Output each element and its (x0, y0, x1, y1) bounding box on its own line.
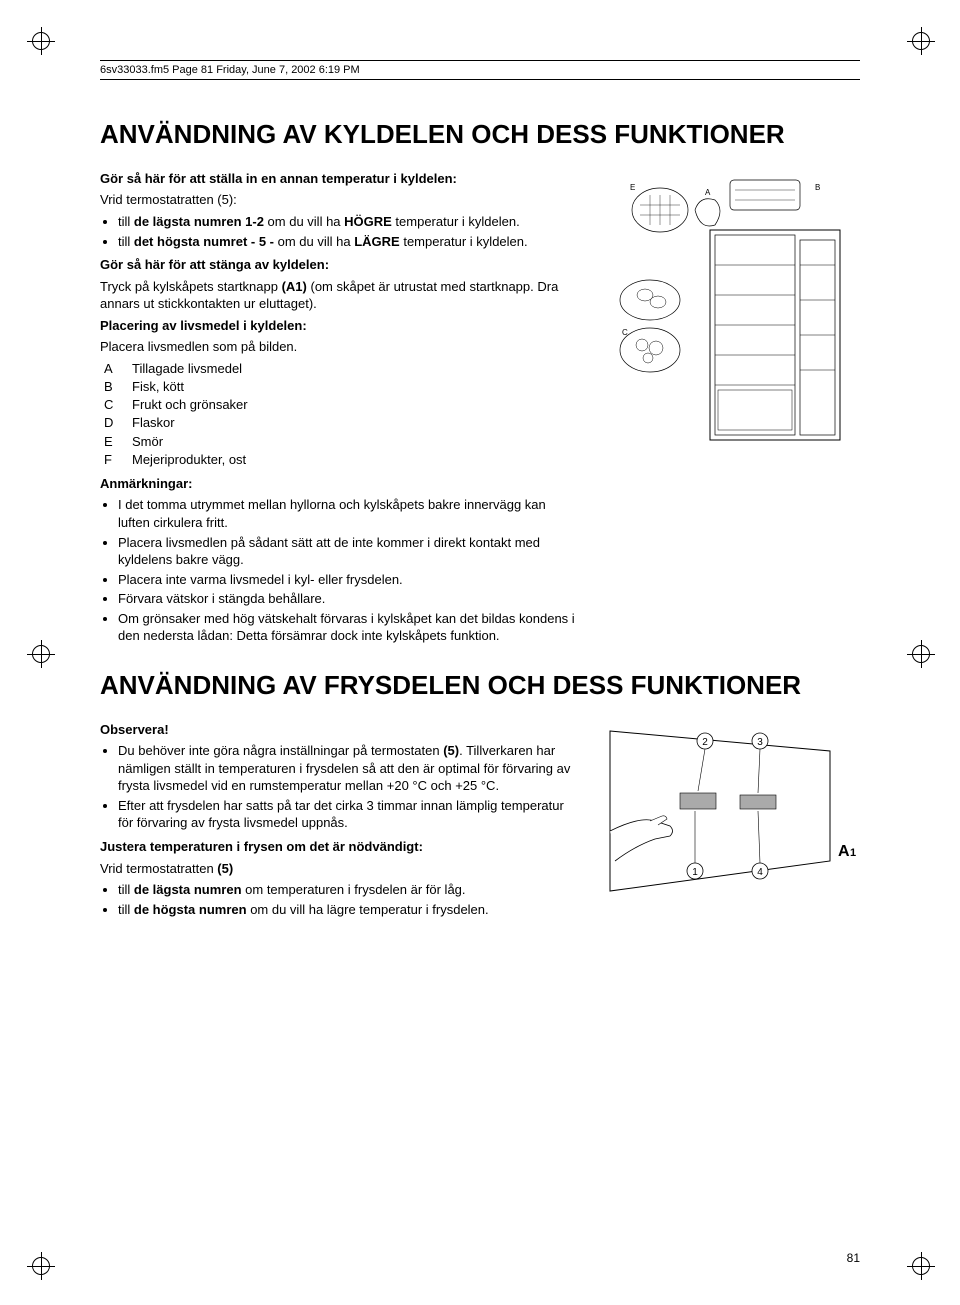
temp-bullet-2: till det högsta numret - 5 - om du vill … (118, 233, 580, 251)
notes-heading: Anmärkningar: (100, 475, 580, 493)
callout-3: 3 (757, 737, 763, 748)
adjust-a: Vrid termostatratten (100, 861, 217, 876)
page-number: 81 (847, 1251, 860, 1265)
header-line: 6sv33033.fm5 Page 81 Friday, June 7, 200… (100, 60, 860, 80)
svg-text:C: C (622, 328, 628, 337)
crop-mark (905, 1250, 935, 1280)
letter-row-d: D Flaskor (104, 414, 580, 432)
callout-1: 1 (692, 867, 698, 878)
letter-row-c: C Frukt och grönsaker (104, 396, 580, 414)
adjust-bullet-2: till de högsta numren om du vill ha lägr… (118, 901, 580, 919)
note-4: Förvara vätskor i stängda behållare. (118, 590, 580, 608)
obs1-b: (5) (443, 743, 459, 758)
svg-text:E: E (630, 183, 635, 192)
sec3-heading: Placering av livsmedel i kyldelen: (100, 317, 580, 335)
b1-prefix: till (118, 214, 134, 229)
obs-heading: Observera! (100, 721, 580, 739)
note-5: Om grönsaker med hög vätskehalt förvaras… (118, 610, 580, 645)
letter-b-text: Fisk, kött (132, 378, 184, 396)
callout-4: 4 (757, 867, 763, 878)
letter-row-e: E Smör (104, 433, 580, 451)
intro-bold: Gör så här för att ställa in en annan te… (100, 170, 580, 188)
temp-bullet-1: till de lägsta numren 1-2 om du vill ha … (118, 213, 580, 231)
sec2-heading: Gör så här för att stänga av kyldelen: (100, 256, 580, 274)
heading-fridge: ANVÄNDNING AV KYLDELEN OCH DESS FUNKTION… (100, 120, 860, 150)
sec2-line: Tryck på kylskåpets startknapp (A1) (om … (100, 278, 580, 313)
sec2-a: Tryck på kylskåpets startknapp (100, 279, 282, 294)
b1-suffix: om du vill ha (264, 214, 344, 229)
crop-mark (25, 1250, 55, 1280)
letter-c: C (104, 396, 118, 414)
callout-2: 2 (702, 737, 708, 748)
letter-row-b: B Fisk, kött (104, 378, 580, 396)
letter-a-text: Tillagade livsmedel (132, 360, 242, 378)
intro-line2: Vrid termostatratten (5): (100, 191, 580, 209)
ab1-prefix: till (118, 882, 134, 897)
note-3: Placera inte varma livsmedel i kyl- elle… (118, 571, 580, 589)
ab2-bold: de högsta numren (134, 902, 247, 917)
ab1-suffix: om temperaturen i frysdelen är för låg. (242, 882, 466, 897)
ab2-prefix: till (118, 902, 134, 917)
heading-freezer: ANVÄNDNING AV FRYSDELEN OCH DESS FUNKTIO… (100, 671, 860, 701)
letter-b: B (104, 378, 118, 396)
obs-bullet-1: Du behöver inte göra några inställningar… (118, 742, 580, 795)
letter-f: F (104, 451, 118, 469)
b1-tail: temperatur i kyldelen. (392, 214, 520, 229)
header-text: 6sv33033.fm5 Page 81 Friday, June 7, 200… (100, 64, 360, 76)
letter-row-f: F Mejeriprodukter, ost (104, 451, 580, 469)
ab2-suffix: om du vill ha lägre temperatur i frysdel… (247, 902, 489, 917)
fridge-diagram: B E C A (600, 170, 860, 460)
sec2-b: (A1) (282, 279, 307, 294)
letter-f-text: Mejeriprodukter, ost (132, 451, 246, 469)
b2-suffix: om du vill ha (274, 234, 354, 249)
b2-prefix: till (118, 234, 134, 249)
letter-c-text: Frukt och grönsaker (132, 396, 248, 414)
svg-text:A: A (705, 188, 711, 197)
sec3-line: Placera livsmedlen som på bilden. (100, 338, 580, 356)
a1-sub: 1 (850, 847, 856, 859)
letter-row-a: A Tillagade livsmedel (104, 360, 580, 378)
note-1: I det tomma utrymmet mellan hyllorna och… (118, 496, 580, 531)
letter-d-text: Flaskor (132, 414, 175, 432)
freezer-panel-diagram: 2 3 1 4 A 1 (600, 721, 860, 901)
svg-text:B: B (815, 183, 820, 192)
ab1-bold: de lägsta numren (134, 882, 242, 897)
adjust-line: Vrid termostatratten (5) (100, 860, 580, 878)
b2-tail: temperatur i kyldelen. (400, 234, 528, 249)
page-content: 6sv33033.fm5 Page 81 Friday, June 7, 200… (0, 0, 960, 964)
obs1-a: Du behöver inte göra några inställningar… (118, 743, 443, 758)
a1-label: A (838, 843, 850, 860)
b2-bold: det högsta numret - 5 - (134, 234, 274, 249)
adjust-heading: Justera temperaturen i frysen om det är … (100, 838, 580, 856)
intro-line2-text: Vrid termostatratten (5): (100, 192, 237, 207)
note-2: Placera livsmedlen på sådant sätt att de… (118, 534, 580, 569)
letter-e-text: Smör (132, 433, 163, 451)
letter-e: E (104, 433, 118, 451)
b1-bold2: HÖGRE (344, 214, 392, 229)
letter-a: A (104, 360, 118, 378)
adjust-b: (5) (217, 861, 233, 876)
b1-bold: de lägsta numren 1-2 (134, 214, 264, 229)
b2-bold2: LÄGRE (354, 234, 400, 249)
letter-d: D (104, 414, 118, 432)
adjust-bullet-1: till de lägsta numren om temperaturen i … (118, 881, 580, 899)
obs-bullet-2: Efter att frysdelen har satts på tar det… (118, 797, 580, 832)
